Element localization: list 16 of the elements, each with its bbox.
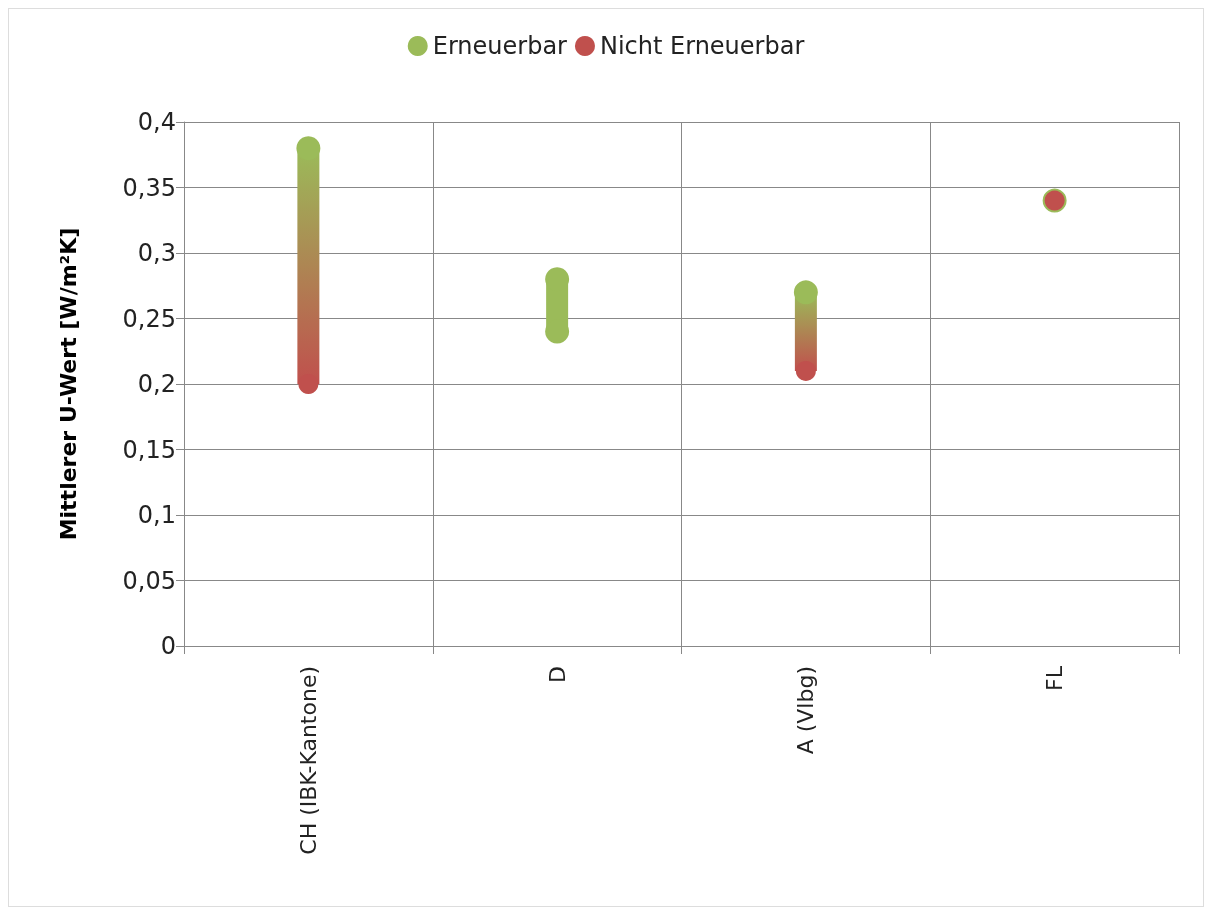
y-tick-label: 0: [160, 632, 176, 660]
x-tick-label: A (Vlbg): [793, 666, 819, 755]
y-tick-label: 0,4: [137, 108, 176, 136]
x-tick-label: FL: [1042, 665, 1068, 691]
y-tick-label: 0,3: [137, 239, 176, 267]
y-tick-label: 0,2: [137, 370, 176, 398]
y-tick-label: 0,25: [122, 304, 176, 333]
y-tick-label: 0,15: [122, 435, 176, 464]
legend-label: Nicht Erneuerbar: [599, 32, 805, 60]
y-tick-label: 0,35: [122, 173, 176, 202]
y-axis-title: Mittlerer U-Wert [W/m²K]: [55, 227, 81, 541]
y-tick-label: 0,1: [137, 501, 176, 529]
legend-label: Erneuerbar: [432, 32, 568, 60]
x-tick-label: CH (IBK-Kantone): [295, 666, 321, 855]
y-tick-label: 0,05: [122, 566, 176, 595]
x-tick-label: D: [544, 666, 570, 683]
